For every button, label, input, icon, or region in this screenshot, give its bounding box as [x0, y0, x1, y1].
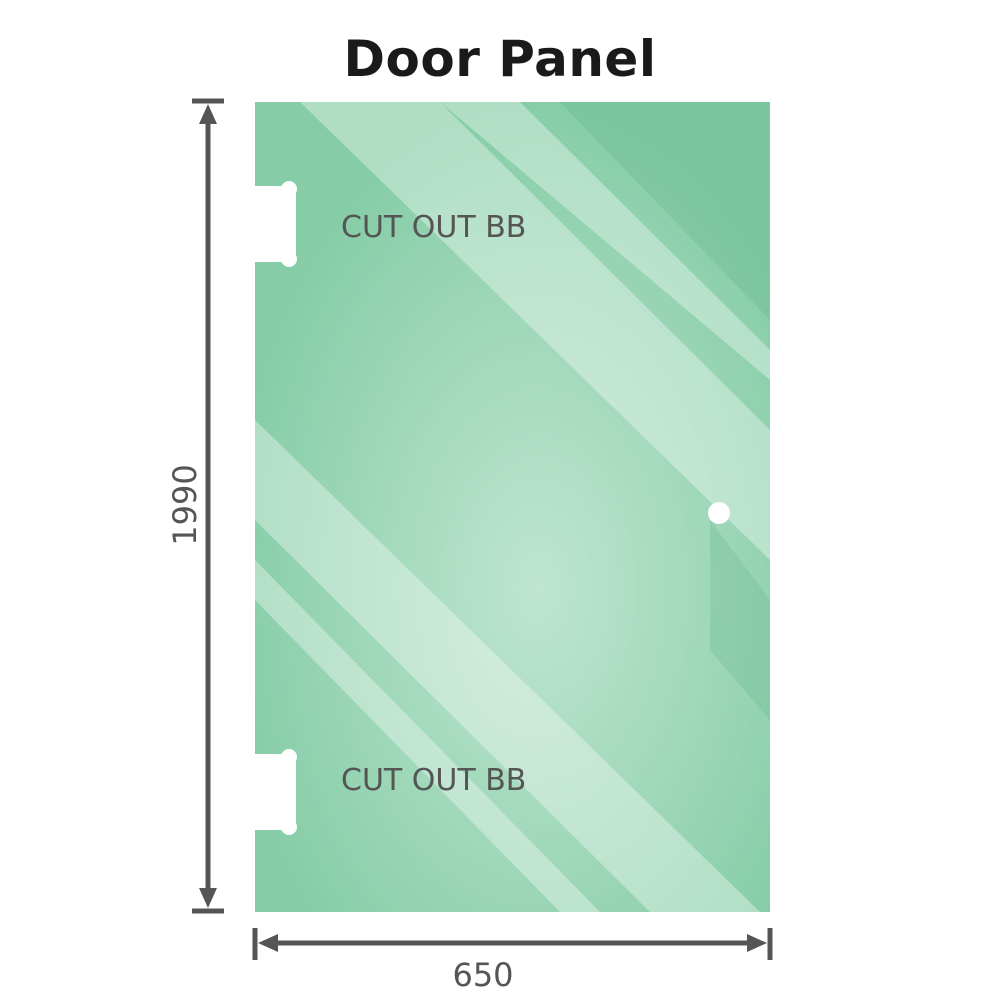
height-dimension-line: [192, 98, 224, 914]
width-label: 650: [452, 956, 513, 994]
page-title: Door Panel: [343, 30, 657, 88]
glass-panel: [255, 102, 770, 912]
cutout-top: [250, 181, 297, 267]
cutout-label-bottom: CUT OUT BB: [341, 763, 526, 798]
cutout-label-top: CUT OUT BB: [341, 210, 526, 245]
cutout-bottom: [250, 749, 297, 835]
handle-hole: [708, 502, 730, 524]
height-label: 1990: [166, 464, 204, 545]
width-dimension-line: [252, 928, 773, 960]
